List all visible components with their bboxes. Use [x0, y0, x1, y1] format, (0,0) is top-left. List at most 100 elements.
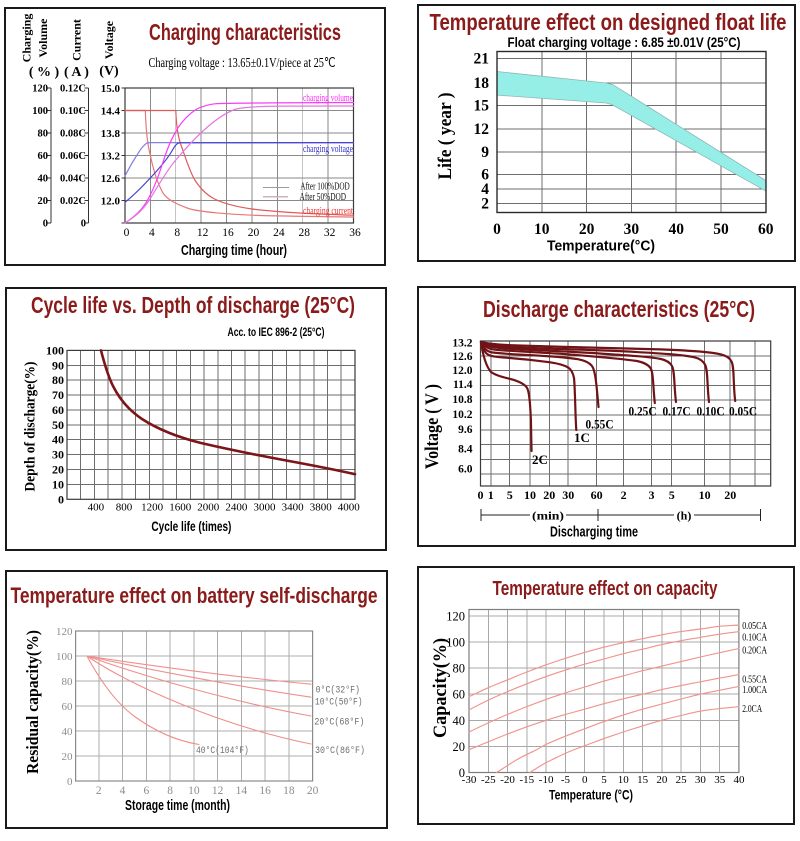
svg-text:20: 20 — [724, 488, 736, 502]
svg-text:24: 24 — [273, 227, 285, 239]
svg-text:12: 12 — [197, 227, 209, 239]
svg-text:0: 0 — [582, 774, 588, 786]
svg-text:15: 15 — [637, 774, 649, 786]
svg-text:400: 400 — [88, 502, 105, 514]
svg-text:6: 6 — [481, 167, 489, 184]
svg-text:0.02C: 0.02C — [60, 196, 86, 207]
svg-text:18: 18 — [283, 785, 295, 797]
svg-text:20: 20 — [453, 740, 466, 754]
svg-text:16: 16 — [259, 785, 271, 797]
svg-text:8.4: 8.4 — [458, 444, 473, 456]
svg-text:0: 0 — [67, 776, 73, 788]
svg-text:Cycle life vs. Depth of discha: Cycle life vs. Depth of discharge (25°C) — [31, 292, 355, 318]
svg-text:10°C(50°F): 10°C(50°F) — [315, 696, 363, 708]
svg-text:Discharge characteristics (25: Discharge characteristics (25°C) — [483, 296, 755, 322]
svg-text:Temperature (°C): Temperature (°C) — [549, 788, 633, 803]
svg-text:0: 0 — [478, 488, 484, 502]
svg-text:0.06C: 0.06C — [60, 151, 86, 162]
svg-text:60: 60 — [591, 488, 603, 502]
svg-text:2.0CA: 2.0CA — [742, 704, 762, 715]
svg-text:0.10C: 0.10C — [697, 404, 725, 419]
svg-text:1C: 1C — [574, 430, 590, 445]
svg-text:-10: -10 — [539, 774, 554, 786]
svg-text:2: 2 — [481, 196, 489, 213]
svg-text:60: 60 — [758, 221, 774, 238]
svg-text:0.05CA: 0.05CA — [742, 621, 767, 632]
svg-text:-5: -5 — [561, 774, 571, 786]
svg-text:20: 20 — [579, 221, 595, 238]
svg-text:60: 60 — [38, 151, 49, 162]
svg-text:0.05C: 0.05C — [729, 404, 757, 419]
svg-text:Charging voltage : 13.65±0.1: Charging voltage : 13.65±0.1V/piece at 2… — [149, 55, 336, 70]
svg-text:5: 5 — [507, 488, 513, 502]
svg-text:10: 10 — [618, 774, 630, 786]
svg-text:(min): (min) — [532, 509, 564, 523]
svg-text:( A ): ( A ) — [64, 65, 89, 80]
svg-text:20: 20 — [543, 488, 555, 502]
svg-text:100: 100 — [446, 636, 465, 650]
svg-text:charging current: charging current — [303, 205, 353, 217]
svg-text:100: 100 — [46, 343, 64, 357]
svg-text:Life ( year ): Life ( year ) — [435, 93, 456, 180]
svg-text:28: 28 — [298, 227, 310, 239]
svg-text:0°C(32°F): 0°C(32°F) — [316, 685, 360, 697]
svg-text:30: 30 — [52, 448, 64, 462]
svg-text:1200: 1200 — [141, 502, 164, 514]
svg-text:20°C(68°F): 20°C(68°F) — [314, 716, 364, 728]
svg-text:10: 10 — [524, 488, 536, 502]
svg-text:Cycle life (times): Cycle life (times) — [151, 518, 231, 534]
svg-text:50: 50 — [713, 221, 729, 238]
svg-text:10.2: 10.2 — [452, 409, 472, 421]
svg-text:80: 80 — [453, 662, 466, 676]
svg-text:6.0: 6.0 — [458, 464, 473, 476]
svg-text:Discharging time: Discharging time — [550, 524, 638, 541]
svg-text:Current: Current — [70, 19, 84, 61]
svg-text:0: 0 — [124, 227, 130, 239]
svg-text:20: 20 — [62, 751, 74, 763]
svg-text:40: 40 — [668, 221, 684, 238]
svg-text:100: 100 — [32, 106, 48, 117]
svg-text:Float charging voltage : 6.85: Float charging voltage : 6.85 ±0.01V (25… — [508, 35, 741, 50]
svg-text:20: 20 — [38, 196, 49, 207]
svg-text:13.8: 13.8 — [101, 128, 121, 140]
svg-text:8: 8 — [167, 785, 173, 797]
svg-text:16: 16 — [222, 227, 234, 239]
svg-text:60: 60 — [52, 403, 64, 417]
svg-text:80: 80 — [62, 676, 74, 688]
svg-text:Temperature effect on designed: Temperature effect on designed float lif… — [430, 9, 787, 35]
svg-text:30: 30 — [562, 488, 574, 502]
svg-text:12.0: 12.0 — [101, 195, 121, 207]
svg-text:1.00CA: 1.00CA — [742, 685, 767, 696]
svg-text:charging voltage: charging voltage — [303, 143, 353, 155]
svg-text:80: 80 — [38, 129, 49, 140]
svg-text:10: 10 — [188, 785, 200, 797]
svg-text:Charging time (hour): Charging time (hour) — [181, 243, 287, 259]
svg-text:4: 4 — [149, 227, 155, 239]
svg-text:3800: 3800 — [310, 502, 333, 514]
svg-text:9.6: 9.6 — [458, 424, 473, 436]
svg-text:Voltage: Voltage — [102, 20, 116, 59]
svg-text:100: 100 — [56, 651, 73, 663]
svg-text:charging volume: charging volume — [303, 92, 353, 104]
svg-text:0.10CA: 0.10CA — [742, 633, 767, 644]
svg-text:9: 9 — [481, 144, 489, 161]
svg-text:Storage time (month): Storage time (month) — [125, 798, 230, 814]
svg-text:30: 30 — [695, 774, 707, 786]
svg-text:Temperature effect on capacity: Temperature effect on capacity — [493, 578, 719, 600]
svg-text:10: 10 — [699, 488, 711, 502]
svg-text:13.2: 13.2 — [452, 337, 472, 349]
svg-text:18: 18 — [474, 75, 490, 92]
svg-text:12: 12 — [212, 785, 224, 797]
svg-text:2: 2 — [621, 488, 627, 502]
svg-text:1600: 1600 — [169, 502, 192, 514]
svg-text:( % ): ( % ) — [29, 65, 60, 80]
svg-text:20: 20 — [656, 774, 668, 786]
svg-text:0: 0 — [43, 219, 48, 230]
svg-text:20: 20 — [248, 227, 260, 239]
svg-text:120: 120 — [446, 609, 465, 623]
svg-text:20: 20 — [52, 463, 64, 477]
svg-text:(h): (h) — [677, 509, 692, 523]
svg-text:Voltage ( V ): Voltage ( V ) — [422, 384, 443, 469]
svg-text:36: 36 — [349, 227, 361, 239]
svg-text:25: 25 — [676, 774, 688, 786]
